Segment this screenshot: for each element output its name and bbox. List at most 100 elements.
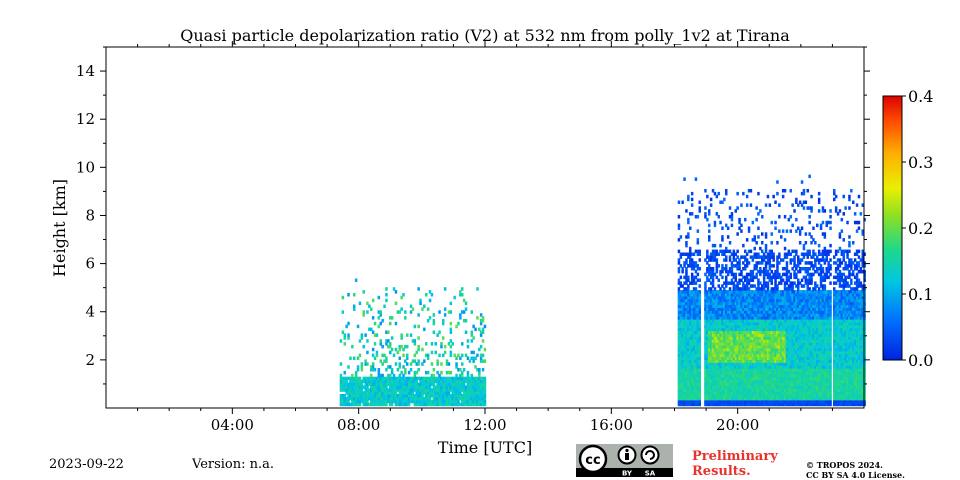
- heat-cell-block2-2426: [730, 269, 734, 274]
- heat-cell-block2-4134: [795, 200, 798, 204]
- heat-cell-block1-426: [398, 402, 401, 407]
- heat-cell-block2-3833: [783, 238, 787, 242]
- heat-cell-block2-1185: [679, 252, 683, 256]
- heat-cell-block2-2455: [732, 344, 736, 349]
- heat-cell-block2-2824: [745, 284, 749, 288]
- heat-cell-block1-815: [449, 370, 453, 375]
- heat-cell-block1-657: [428, 396, 432, 401]
- heat-cell-block2-3538: [772, 255, 775, 259]
- heat-cell-block1-183: [366, 379, 369, 384]
- heat-cell-block2-3922: [787, 304, 791, 308]
- heat-cell-block2-3048: [755, 356, 758, 360]
- heat-cell-block2-4888: [823, 284, 827, 288]
- heat-cell-block2-4608: [814, 362, 817, 366]
- heat-cell-block1-145: [360, 368, 364, 372]
- heat-cell-block2-4435: [806, 252, 809, 256]
- heat-cell-block2-4500: [810, 382, 813, 386]
- heat-cell-block2-4590: [812, 252, 815, 256]
- heat-cell-block2-3769: [781, 313, 785, 317]
- heat-cell-block2-1583: [694, 249, 698, 254]
- heat-cell-block1-99: [354, 396, 358, 401]
- heat-cell-block2-1879: [709, 281, 713, 285]
- heat-cell-block2-3516: [772, 336, 775, 340]
- heat-cell-block1-965: [470, 396, 473, 401]
- heat-cell-block2-4019: [791, 310, 794, 314]
- heat-cell-block1-140: [360, 391, 364, 395]
- heat-cell-block1-203: [370, 394, 373, 398]
- heat-cell-block2-4909: [825, 376, 828, 381]
- heat-cell-block2-4476: [808, 295, 811, 300]
- heat-cell-block1-462: [402, 394, 405, 398]
- heat-cell-block1-409: [394, 362, 398, 366]
- heat-cell-block2-2488: [734, 394, 737, 398]
- heat-cell-block2-1368: [687, 301, 690, 306]
- heat-cell-block2-2794: [745, 370, 749, 375]
- heat-cell-block2-1566: [694, 319, 698, 323]
- heat-cell-block1-557: [413, 324, 417, 329]
- heat-cell-block2-3252: [762, 350, 766, 355]
- heat-cell-block2-1420: [689, 304, 692, 308]
- heat-cell-block2-3009: [753, 327, 756, 332]
- heat-cell-block2-4762: [819, 342, 823, 346]
- heat-cell-block1-1008: [476, 402, 479, 407]
- heat-cell-block2-4249: [800, 365, 804, 369]
- heat-cell-block2-2868: [747, 310, 751, 314]
- heat-cell-block2-3947: [789, 370, 792, 375]
- heat-cell-block2-2541: [736, 382, 739, 386]
- heat-cell-block2-4893: [823, 258, 827, 262]
- heat-cell-block2-2204: [723, 350, 726, 355]
- heat-cell-block1-578: [417, 382, 420, 386]
- heat-cell-block2-3712: [780, 347, 783, 352]
- heat-cell-block1-817: [449, 350, 453, 355]
- heat-cell-block2-1477: [690, 278, 694, 282]
- heat-cell-block2-3603: [776, 368, 779, 372]
- heat-cell-block2-3038: [755, 385, 758, 389]
- heat-cell-block2-2174: [721, 290, 724, 294]
- heat-cell-block2-3356: [766, 353, 770, 358]
- heat-cell-block2-2783: [745, 402, 749, 407]
- heat-cell-block2-1649: [698, 365, 701, 369]
- heat-cell-block2-3912: [787, 333, 791, 337]
- heat-cell-block2-1749: [706, 359, 709, 363]
- heat-cell-block2-3893: [787, 388, 791, 392]
- heat-cell-block2-3680: [778, 298, 781, 303]
- heat-cell-block2-2731: [742, 243, 745, 248]
- heat-cell-block2-4142: [797, 385, 800, 389]
- heat-cell-block2-1112: [677, 330, 681, 334]
- heat-cell-block2-3986: [789, 189, 792, 193]
- heat-cell-block2-2359: [728, 327, 732, 332]
- heat-cell-block2-1455: [690, 347, 694, 352]
- heat-cell-block1-79: [351, 379, 354, 384]
- heat-cell-block2-3641: [776, 241, 779, 245]
- heat-cell-block1-1021: [476, 287, 479, 291]
- heat-cell-block1-696: [432, 313, 436, 317]
- heat-cell-block2-1725: [704, 287, 707, 291]
- heat-cell-block1-268: [377, 382, 381, 386]
- heat-cell-block2-4052: [793, 353, 796, 358]
- heat-cell-block2-3795: [783, 373, 787, 378]
- heat-cell-block2-4573: [812, 321, 815, 326]
- heat-cell-block2-2186: [723, 402, 726, 407]
- heat-cell-block2-3278: [762, 275, 766, 280]
- heat-cell-block2-3021: [753, 293, 756, 297]
- heat-cell-block2-4371: [804, 301, 808, 306]
- heat-cell-block1-904: [461, 353, 464, 358]
- heat-cell-block1-1016: [476, 379, 479, 384]
- heat-cell-block1-615: [423, 399, 426, 404]
- heat-cell-block1-1052: [479, 330, 483, 334]
- heat-cell-block2-1485: [690, 212, 694, 216]
- heat-cell-block2-2284: [725, 223, 728, 228]
- heat-cell-block2-2123: [719, 301, 722, 306]
- heat-cell-block2-4751: [819, 373, 823, 378]
- heat-cell-block2-4896: [823, 246, 827, 251]
- heat-cell-block2-3135: [759, 402, 762, 407]
- heat-cell-block2-4810: [821, 353, 825, 358]
- heat-cell-block1-640: [426, 402, 430, 407]
- heat-cell-block2-1795: [708, 370, 711, 375]
- heat-cell-block2-2599: [738, 362, 741, 366]
- heat-cell-block2-4981: [827, 313, 830, 317]
- heat-cell-block2-2400: [730, 353, 734, 358]
- heat-cell-block1-689: [432, 379, 436, 384]
- heat-cell-block2-4801: [821, 379, 825, 384]
- heat-cell-block2-3589: [774, 220, 777, 225]
